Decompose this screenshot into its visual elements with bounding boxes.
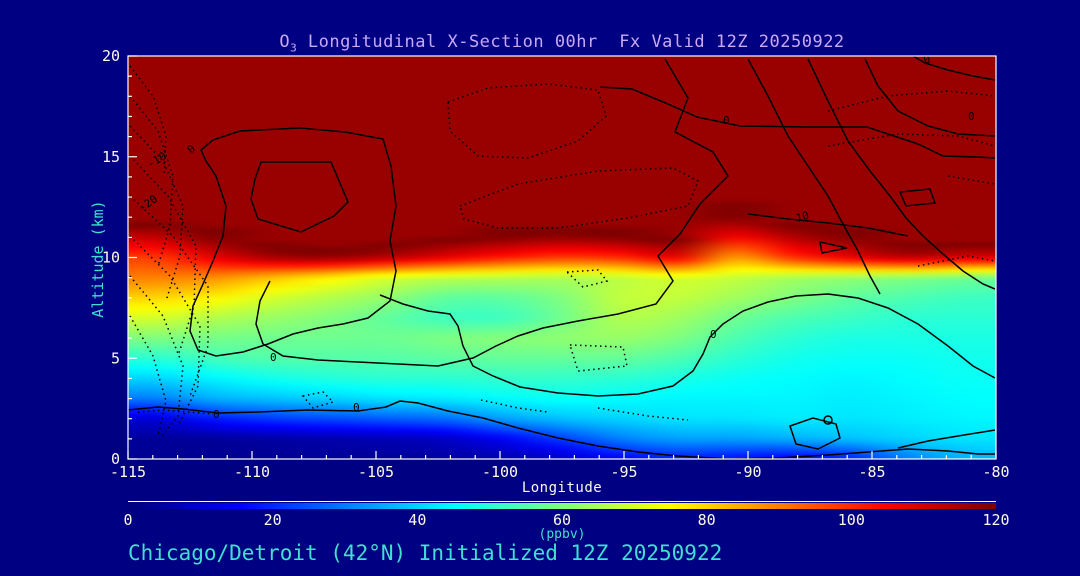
- contour-label: 0: [213, 408, 220, 421]
- solid-contour-line: [807, 58, 996, 290]
- dotted-contour-line: [459, 167, 699, 229]
- dotted-contour-line: [597, 407, 689, 421]
- chart-title: O3 Longitudinal X-Section 00hr Fx Valid …: [279, 32, 845, 55]
- y-tick-label: 20: [102, 47, 120, 65]
- contour-label: 0: [922, 52, 933, 66]
- dotted-contour-line: [129, 95, 174, 267]
- dotted-contour-line: [129, 315, 167, 437]
- dotted-contour-line: [947, 175, 996, 185]
- contour-label: 0: [353, 401, 360, 414]
- contour-label: 0: [270, 351, 277, 364]
- colorbar: [128, 501, 996, 510]
- plot-area: 0 -10 -20 0 0 0 10 0 0 0 0 -115 -110 -105 -100 -95 -90 -8…: [102, 47, 1010, 481]
- solid-contour-line: [747, 58, 881, 295]
- dotted-contour-line: [480, 399, 549, 413]
- footer-annotation: Chicago/Detroit (42°N) Initialized 12Z 2…: [128, 541, 723, 565]
- contour-label: 10: [794, 209, 810, 225]
- filled-contour-field: [128, 56, 996, 459]
- contour-circle: [823, 415, 833, 425]
- colorbar-units-label: (ppbv): [538, 527, 586, 542]
- solid-contour-line: [898, 188, 937, 207]
- dotted-contour-line: [301, 391, 335, 409]
- colorbar-tick-label: 80: [697, 511, 716, 529]
- solid-contour-line: [189, 127, 397, 357]
- contour-label: -20: [136, 192, 160, 214]
- solid-contour-line: [789, 417, 841, 450]
- x-tick-label: -100: [482, 463, 518, 481]
- dotted-contour-line: [129, 195, 209, 397]
- colorbar-tick-label: 20: [263, 511, 282, 529]
- y-tick-label: 0: [111, 450, 120, 468]
- solid-contour-line: [599, 86, 996, 159]
- x-tick-label: -105: [358, 463, 394, 481]
- solid-contour-line: [250, 161, 349, 233]
- dotted-contour-line: [565, 269, 609, 288]
- solid-contour-line: [127, 400, 995, 460]
- colorbar-gradient: [128, 503, 996, 509]
- colorbar-tick-label: 40: [408, 511, 427, 529]
- dotted-contour-line: [129, 275, 184, 442]
- colorbar-tick-label: 100: [837, 511, 865, 529]
- colorbar-tick-label: 0: [123, 511, 133, 529]
- dotted-contour-line: [568, 344, 628, 372]
- x-tick-label: -110: [234, 463, 270, 481]
- dotted-contour-line: [827, 90, 996, 112]
- solid-contour-line: [912, 55, 996, 81]
- solid-contour-line: [379, 293, 996, 397]
- dotted-contour-line: [129, 155, 197, 357]
- title-subscript: 3: [290, 41, 298, 55]
- contour-label: 0: [710, 328, 717, 341]
- colorbar-tick-label: 60: [552, 511, 572, 529]
- solid-contour-line: [864, 58, 996, 137]
- solid-contour-line: [897, 429, 996, 449]
- x-tick-label: -85: [858, 463, 885, 481]
- y-tick-label: 5: [111, 349, 120, 367]
- contour-label: 0: [968, 110, 975, 123]
- contour-label: 0: [723, 114, 730, 127]
- x-axis-label: Longitude: [521, 480, 603, 496]
- dotted-contour-line: [917, 255, 996, 267]
- x-tick-label: -90: [734, 463, 761, 481]
- colorbar-tick-label: 120: [982, 511, 1010, 529]
- colorbar-tick-labels: 0 20 40 60 80 100 120: [123, 511, 1009, 529]
- solid-contour-line: [255, 58, 729, 367]
- solid-contour-line: [819, 241, 848, 254]
- dotted-contour-line: [447, 83, 607, 159]
- contour-label: 0: [185, 142, 198, 156]
- x-tick-label: -115: [110, 463, 146, 481]
- x-tick-label: -80: [982, 463, 1009, 481]
- plot-frame: [127, 55, 997, 460]
- y-tick-label: 10: [102, 249, 120, 267]
- dotted-contour-line: [827, 133, 996, 147]
- x-tick-label: -95: [610, 463, 637, 481]
- solid-contour-line: [747, 213, 909, 237]
- y-tick-label: 15: [102, 148, 120, 166]
